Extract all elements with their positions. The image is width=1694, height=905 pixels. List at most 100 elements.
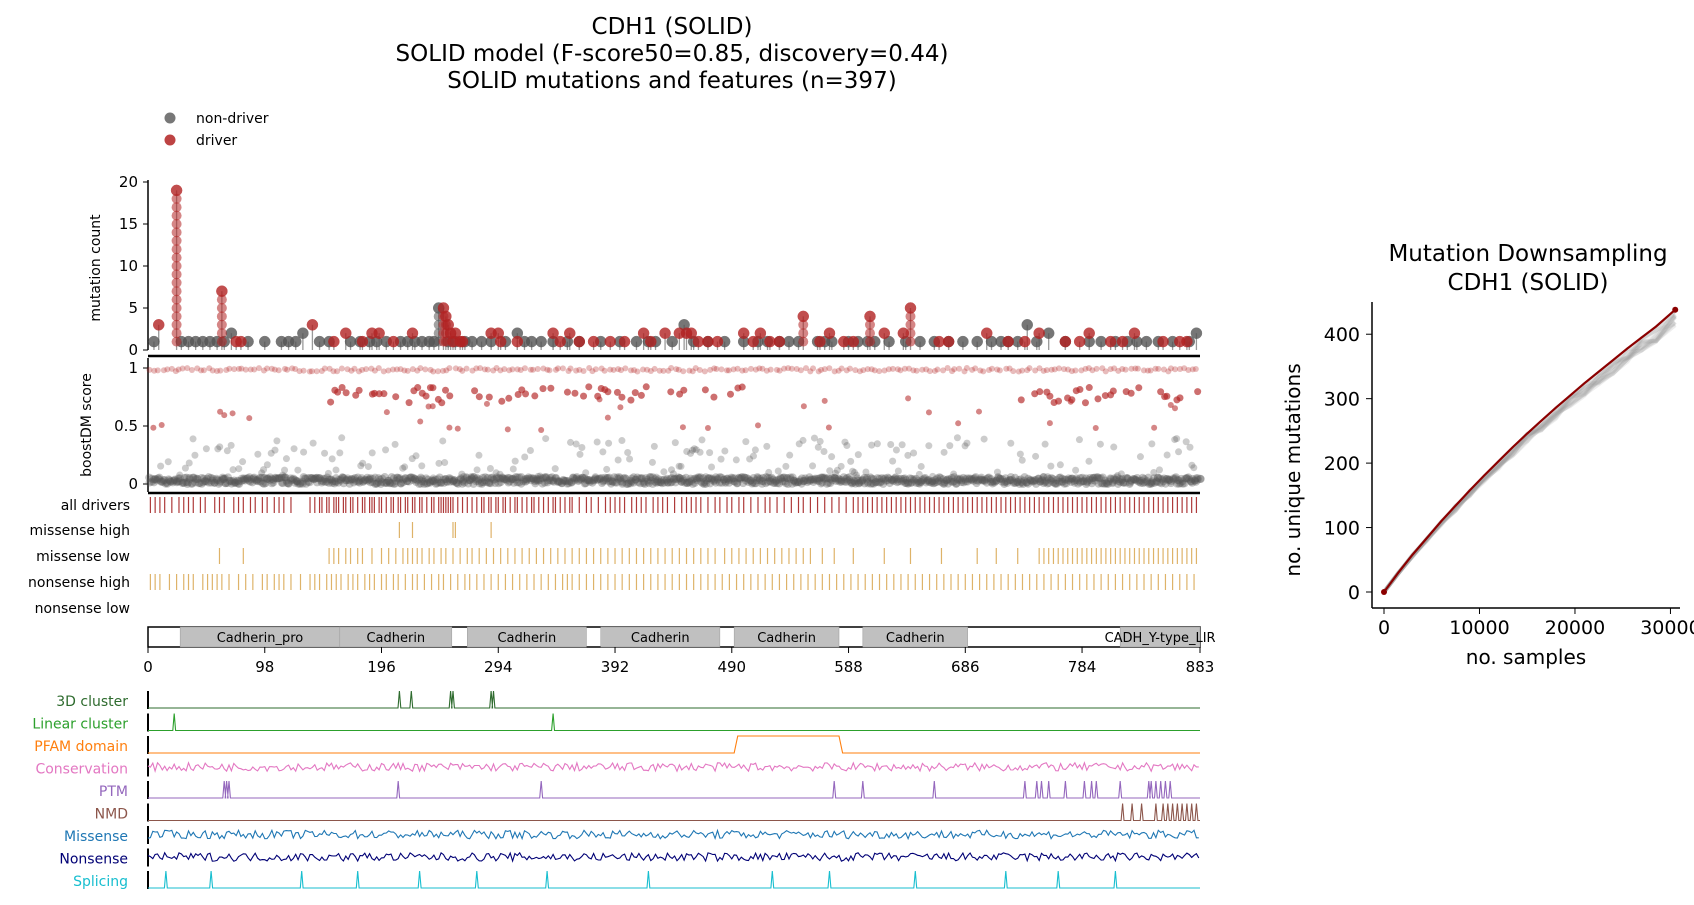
boostdm-point-non-driver	[221, 474, 229, 482]
boostdm-point-non-driver	[256, 477, 265, 486]
boostdm-point-non-driver	[374, 474, 383, 483]
boostdm-point-non-driver	[1102, 479, 1111, 488]
boostdm-point-non-driver	[159, 476, 168, 485]
boostdm-point-non-driver	[863, 477, 872, 486]
boostdm-point-non-driver	[1005, 476, 1014, 485]
boostdm-point-non-driver	[923, 476, 932, 485]
boostdm-point-non-driver	[971, 473, 980, 482]
boostdm-point-non-driver	[889, 477, 898, 486]
boostdm-point-non-driver	[534, 472, 542, 480]
boostdm-point-non-driver	[1100, 479, 1109, 488]
boostdm-point-non-driver	[849, 476, 858, 485]
boostdm-point-non-driver	[631, 475, 640, 484]
boostdm-point-non-driver	[475, 475, 484, 484]
boostdm-point-non-driver	[869, 475, 878, 484]
lollipop-point-driver	[1128, 327, 1141, 339]
boostdm-point-non-driver	[1091, 473, 1100, 482]
boostdm-point-non-driver	[663, 478, 672, 487]
boostdm-point-non-driver	[749, 452, 757, 460]
boostdm-point-non-driver	[803, 478, 812, 487]
boostdm-point-non-driver	[366, 478, 375, 487]
boostdm-ytick-label: 0	[128, 475, 138, 493]
boostdm-point-non-driver	[347, 475, 356, 484]
boostdm-point-non-driver	[591, 473, 600, 482]
boostdm-point-non-driver	[492, 473, 501, 482]
boostdm-point-non-driver	[519, 477, 528, 486]
boostdm-point-non-driver	[309, 439, 317, 447]
boostdm-point-driver	[592, 366, 599, 373]
boostdm-point-non-driver	[357, 462, 365, 470]
boostdm-point-non-driver	[583, 475, 592, 484]
boostdm-point-non-driver	[166, 477, 175, 486]
boostdm-point-non-driver	[936, 474, 945, 483]
boostdm-point-non-driver	[637, 474, 646, 483]
lollipop-stack-point	[171, 219, 182, 229]
boostdm-point-non-driver	[868, 479, 877, 488]
boostdm-point-non-driver	[557, 478, 566, 487]
boostdm-point-non-driver	[1055, 477, 1064, 486]
boostdm-point-non-driver	[980, 476, 989, 485]
boostdm-point-non-driver	[739, 479, 748, 488]
boostdm-point-non-driver	[338, 473, 347, 482]
boostdm-point-non-driver	[1085, 457, 1093, 465]
boostdm-point-non-driver	[243, 474, 252, 483]
boostdm-point-driver	[1194, 388, 1202, 396]
boostdm-point-non-driver	[315, 474, 324, 483]
boostdm-point-non-driver	[666, 478, 675, 487]
boostdm-point-non-driver	[433, 479, 442, 488]
boostdm-point-non-driver	[508, 474, 517, 483]
boostdm-point-non-driver	[867, 474, 876, 483]
boostdm-point-driver	[634, 368, 641, 375]
boostdm-point-non-driver	[180, 473, 189, 482]
downsampling-title-line-2: CDH1 (SOLID)	[1448, 270, 1609, 296]
boostdm-point-non-driver	[801, 474, 810, 483]
downsampling-panel: Mutation Downsampling CDH1 (SOLID) no. u…	[1281, 241, 1694, 669]
boostdm-point-driver	[680, 368, 687, 375]
downsampling-end-point	[1672, 306, 1679, 313]
domain-label: Cadherin	[366, 631, 425, 646]
boostdm-point-non-driver	[932, 478, 941, 487]
boostdm-point-non-driver	[813, 476, 822, 485]
boostdm-point-driver	[1026, 365, 1033, 372]
boostdm-point-driver	[547, 384, 555, 392]
boostdm-point-non-driver	[427, 477, 436, 486]
boostdm-point-driver	[1155, 365, 1162, 372]
boostdm-point-driver	[531, 392, 539, 400]
lollipop-point-non-driver	[297, 327, 309, 339]
boostdm-point-non-driver	[836, 477, 845, 486]
boostdm-point-non-driver	[740, 473, 749, 482]
boostdm-point-non-driver	[912, 478, 921, 487]
feature-line	[148, 780, 1200, 799]
boostdm-point-driver	[1081, 399, 1089, 407]
boostdm-point-non-driver	[896, 474, 905, 483]
boostdm-point-non-driver	[441, 459, 449, 467]
boostdm-point-non-driver	[260, 473, 269, 482]
boostdm-point-driver	[1046, 420, 1053, 427]
boostdm-point-non-driver	[667, 478, 676, 487]
lollipop-stack-point	[171, 235, 182, 246]
boostdm-point-driver	[539, 385, 547, 393]
boostdm-point-non-driver	[449, 477, 458, 486]
feature-line	[147, 761, 1199, 773]
boostdm-point-non-driver	[795, 477, 804, 486]
boostdm-point-non-driver	[748, 479, 757, 488]
boostdm-point-non-driver	[487, 474, 496, 483]
boostdm-point-non-driver	[368, 449, 376, 457]
boostdm-point-non-driver	[1052, 475, 1061, 484]
boostdm-point-non-driver	[801, 476, 810, 485]
boostdm-point-non-driver	[1148, 440, 1156, 448]
lollipop-stack-point	[798, 319, 809, 330]
boostdm-point-non-driver	[828, 476, 837, 485]
boostdm-point-non-driver	[382, 478, 391, 487]
boostdm-point-non-driver	[826, 475, 835, 484]
boostdm-point-non-driver	[877, 477, 886, 486]
boostdm-point-non-driver	[433, 475, 442, 484]
boostdm-point-non-driver	[735, 474, 744, 483]
boostdm-point-non-driver	[651, 477, 660, 486]
boostdm-point-non-driver	[250, 473, 259, 482]
boostdm-point-non-driver	[439, 478, 448, 487]
boostdm-point-non-driver	[765, 468, 773, 476]
boostdm-point-non-driver	[507, 475, 516, 484]
boostdm-point-non-driver	[252, 476, 261, 485]
boostdm-point-non-driver	[202, 445, 210, 453]
